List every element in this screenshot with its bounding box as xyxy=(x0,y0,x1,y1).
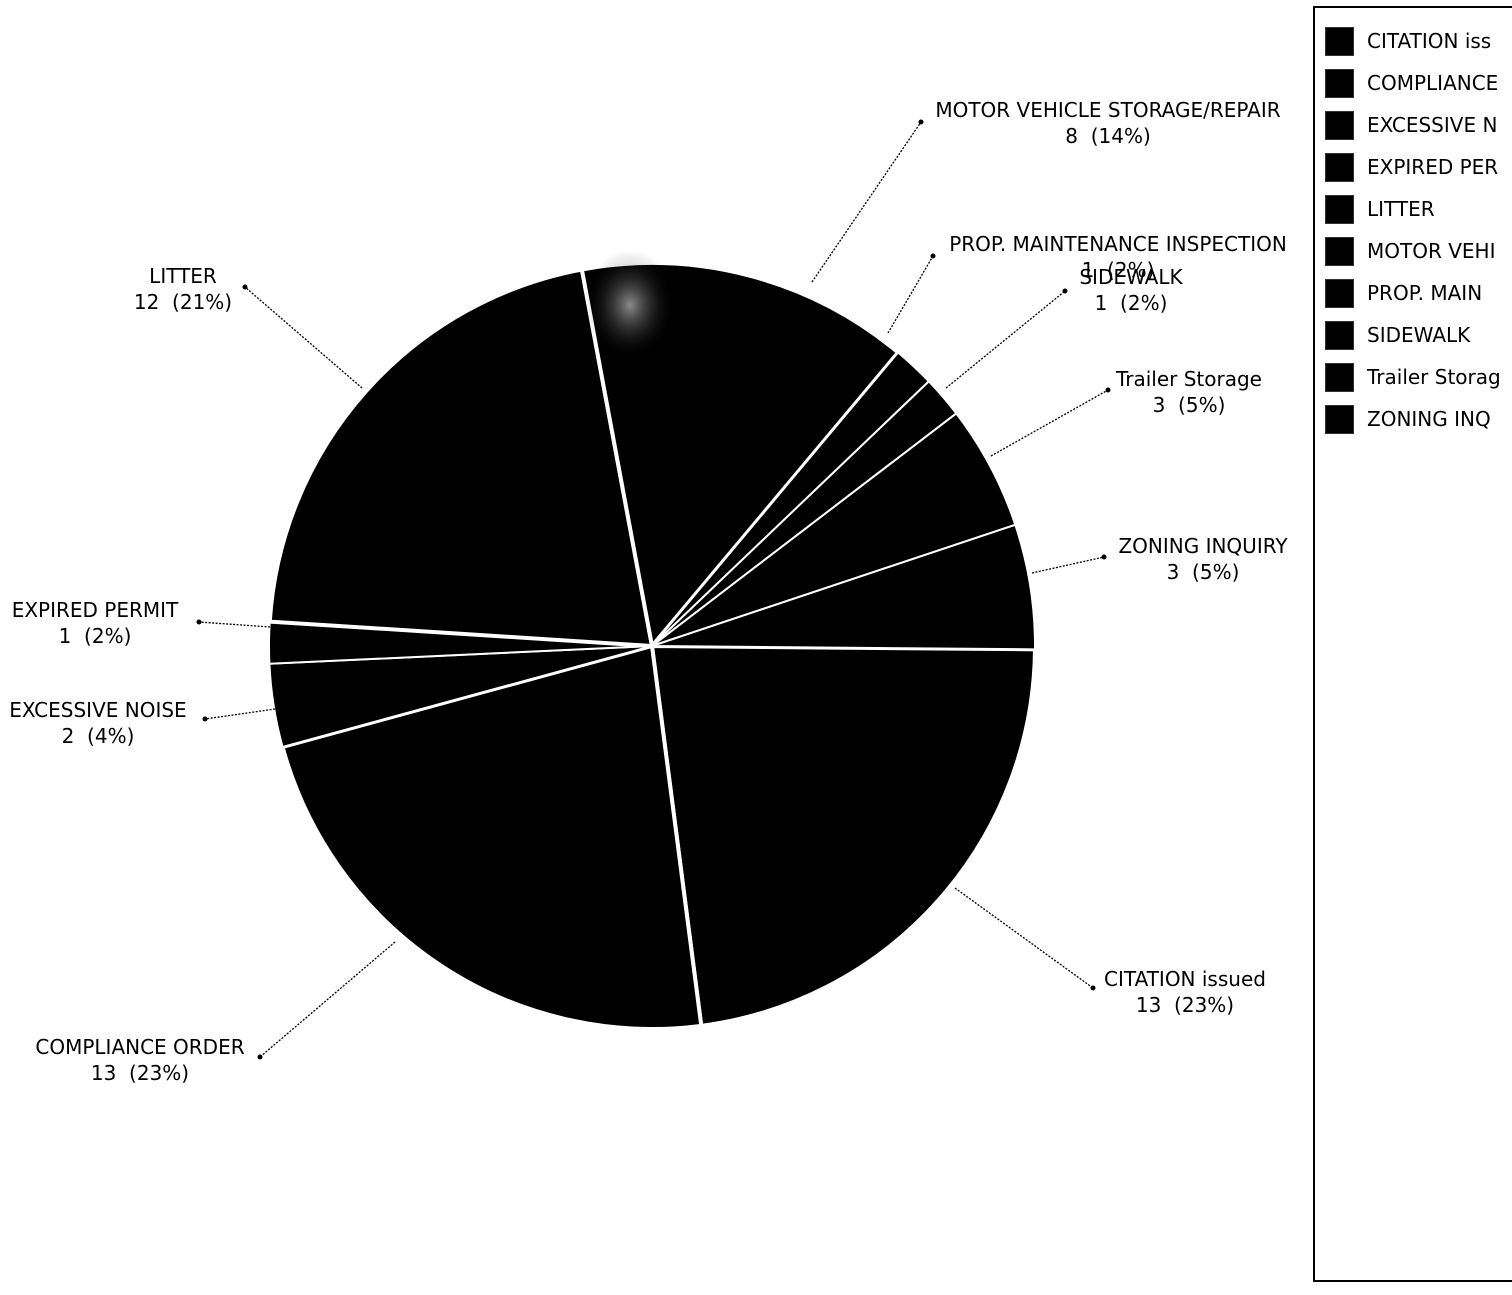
leader-arrowhead xyxy=(1062,288,1068,294)
slice-label-expired-permit: EXPIRED PERMIT xyxy=(12,598,179,622)
leader-arrowhead xyxy=(918,119,924,125)
leader-arrowhead xyxy=(1090,985,1096,991)
leader-arrowhead xyxy=(930,253,936,259)
leader-line-excessive-noise xyxy=(204,708,276,720)
legend-swatch xyxy=(1325,362,1354,392)
leader-arrowhead xyxy=(1105,387,1111,393)
legend-item: LITTER xyxy=(1325,194,1435,224)
leader-arrowhead xyxy=(242,284,248,290)
legend-item: PROP. MAIN xyxy=(1325,278,1482,308)
slice-label-compliance-order: COMPLIANCE ORDER xyxy=(35,1035,244,1059)
leader-line-litter xyxy=(244,286,363,389)
leader-line-motor-vehicle-storage-repair xyxy=(811,121,922,283)
legend-item: EXCESSIVE N xyxy=(1325,110,1497,140)
leader-arrowhead xyxy=(257,1054,263,1060)
slice-value-label-trailer-storage: 3 (5%) xyxy=(1153,393,1226,417)
slice-value-label-litter: 12 (21%) xyxy=(134,290,232,314)
slice-value-label-zoning-inquiry: 3 (5%) xyxy=(1167,560,1240,584)
pie-slice-zoning-inquiry xyxy=(651,523,1036,651)
legend-label: PROP. MAIN xyxy=(1367,281,1483,305)
legend-swatch xyxy=(1325,278,1354,308)
legend-swatch xyxy=(1325,68,1354,98)
legend-item: SIDEWALK xyxy=(1325,320,1470,350)
legend-item: ZONING INQ xyxy=(1325,404,1491,434)
legend-label: MOTOR VEHI xyxy=(1367,239,1496,263)
legend-item: COMPLIANCE xyxy=(1325,68,1498,98)
legend-item: CITATION iss xyxy=(1325,26,1491,56)
slice-label-prop-maintenance-inspection: PROP. MAINTENANCE INSPECTION xyxy=(949,232,1287,256)
slice-value-label-compliance-order: 13 (23%) xyxy=(91,1061,189,1085)
slice-value-label-expired-permit: 1 (2%) xyxy=(59,624,132,648)
slice-label-excessive-noise: EXCESSIVE NOISE xyxy=(9,698,186,722)
leader-line-compliance-order xyxy=(259,941,396,1058)
leader-arrowhead xyxy=(196,619,202,625)
legend-swatch xyxy=(1325,110,1354,140)
leader-line-trailer-storage xyxy=(990,389,1109,457)
slice-value-label-prop-maintenance-inspection: 1 (2%) xyxy=(1082,258,1155,282)
leader-line-sidewalk xyxy=(945,290,1066,389)
slice-label-zoning-inquiry: ZONING INQUIRY xyxy=(1118,534,1288,558)
legend-item: Trailer Storag xyxy=(1325,362,1501,392)
leader-line-expired-permit xyxy=(198,621,271,628)
legend-label: LITTER xyxy=(1367,197,1435,221)
leader-line-citation-issued xyxy=(954,887,1094,989)
slice-label-litter: LITTER xyxy=(149,264,217,288)
slice-value-label-motor-vehicle-storage-repair: 8 (14%) xyxy=(1065,124,1151,148)
leader-line-zoning-inquiry xyxy=(1031,556,1105,574)
legend-label: COMPLIANCE xyxy=(1367,71,1499,95)
legend-swatch xyxy=(1325,320,1354,350)
legend-swatch xyxy=(1325,194,1354,224)
slice-value-label-sidewalk: 1 (2%) xyxy=(1095,291,1168,315)
pie-slice-compliance-order xyxy=(280,643,704,1031)
legend-label: SIDEWALK xyxy=(1367,323,1471,347)
slice-highlight xyxy=(585,250,675,360)
legend-label: EXCESSIVE N xyxy=(1367,113,1498,137)
legend: CITATION iss COMPLIANCE EXCESSIVE N EXPIRED… xyxy=(1313,6,1512,1282)
legend-swatch xyxy=(1325,26,1354,56)
legend-swatch xyxy=(1325,152,1354,182)
legend-label: EXPIRED PER xyxy=(1367,155,1499,179)
slice-label-citation-issued: CITATION issued xyxy=(1104,967,1266,991)
pie-slice-litter xyxy=(267,267,655,649)
leader-lines xyxy=(196,119,1111,1060)
slice-value-label-citation-issued: 13 (23%) xyxy=(1136,993,1234,1017)
leader-line-prop-maintenance-inspection xyxy=(887,255,934,334)
leader-arrowhead xyxy=(1101,554,1107,560)
legend-swatch xyxy=(1325,236,1354,266)
leader-arrowhead xyxy=(202,716,208,722)
legend-item: EXPIRED PER xyxy=(1325,152,1498,182)
legend-item: MOTOR VEHI xyxy=(1325,236,1495,266)
slice-value-label-excessive-noise: 2 (4%) xyxy=(62,724,135,748)
slice-label-sidewalk: SIDEWALK xyxy=(1079,265,1183,289)
legend-label: ZONING INQ xyxy=(1367,407,1491,431)
legend-label: Trailer Storag xyxy=(1367,365,1501,389)
legend-swatch xyxy=(1325,404,1354,434)
slice-label-motor-vehicle-storage-repair: MOTOR VEHICLE STORAGE/REPAIR xyxy=(935,98,1280,122)
legend-label: CITATION iss xyxy=(1367,29,1492,53)
slice-label-trailer-storage: Trailer Storage xyxy=(1115,367,1262,391)
pie-slices xyxy=(267,250,1038,1031)
pie-slice-citation-issued xyxy=(649,643,1038,1029)
